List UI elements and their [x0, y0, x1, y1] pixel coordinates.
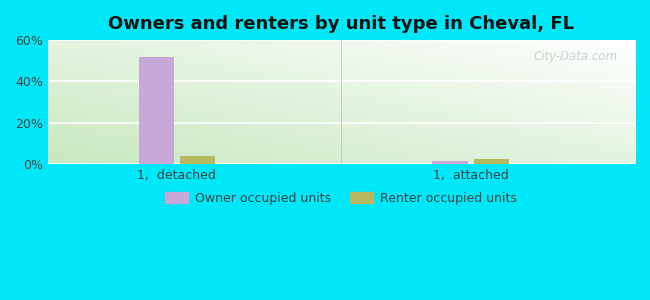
Bar	[432, 161, 467, 164]
Text: City-Data.com: City-Data.com	[533, 50, 618, 63]
Bar	[473, 159, 509, 164]
Legend: Owner occupied units, Renter occupied units: Owner occupied units, Renter occupied un…	[161, 187, 522, 210]
Bar	[138, 57, 174, 164]
Bar	[180, 156, 215, 164]
Title: Owners and renters by unit type in Cheval, FL: Owners and renters by unit type in Cheva…	[109, 15, 575, 33]
